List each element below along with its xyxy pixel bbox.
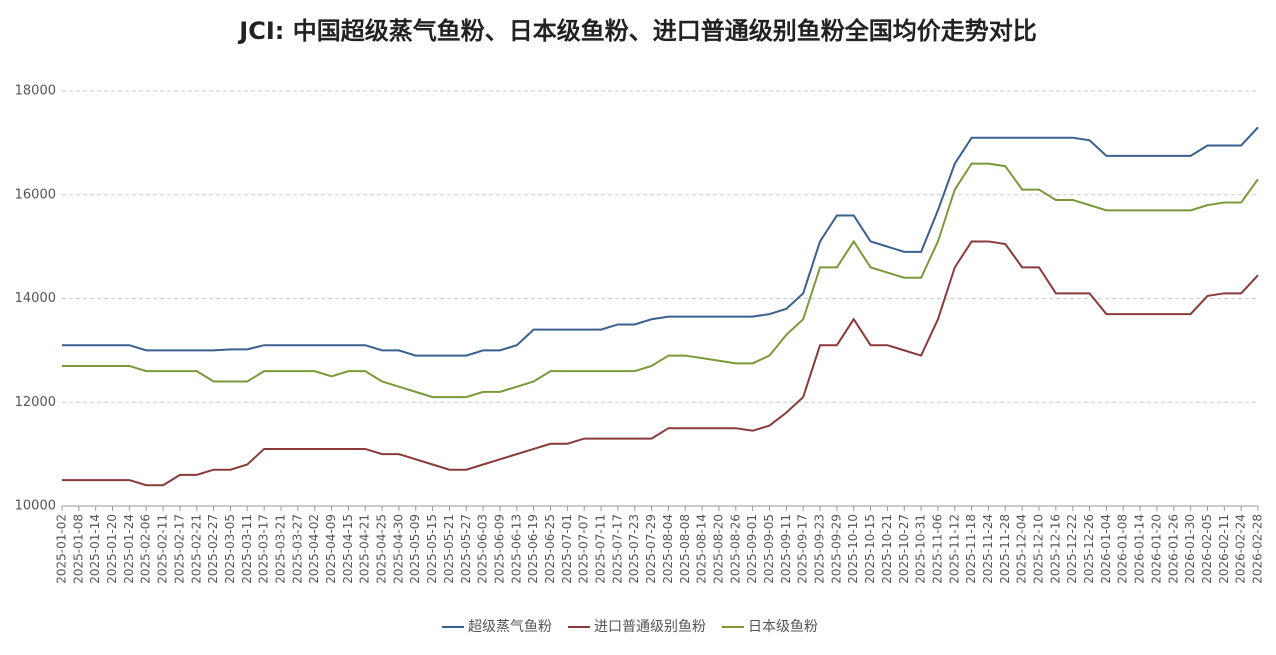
- chart-title: JCI: 中国超级蒸气鱼粉、日本级鱼粉、进口普通级别鱼粉全国均价走势对比: [237, 17, 1036, 45]
- legend-label: 进口普通级别鱼粉: [594, 618, 706, 635]
- x-tick-label: 2025-09-17: [796, 514, 810, 584]
- x-tick-label: 2025-09-05: [762, 514, 776, 584]
- x-tick-label: 2025-04-02: [307, 514, 321, 584]
- x-tick-label: 2025-08-26: [728, 514, 742, 584]
- x-tick-label: 2025-07-07: [577, 514, 591, 584]
- x-tick-label: 2025-02-06: [139, 514, 153, 584]
- y-tick-label: 14000: [15, 291, 56, 306]
- x-tick-label: 2025-05-09: [408, 514, 422, 584]
- x-tick-label: 2025-08-04: [661, 514, 675, 584]
- x-tick-label: 2025-01-08: [71, 514, 85, 584]
- x-tick-label: 2026-01-04: [1099, 514, 1113, 584]
- x-tick-label: 2026-02-24: [1234, 514, 1248, 584]
- x-tick-label: 2025-03-05: [223, 514, 237, 584]
- x-tick-label: 2025-03-11: [240, 514, 254, 584]
- series-line: [62, 126, 1259, 357]
- x-tick-label: 2025-07-11: [594, 514, 608, 584]
- x-tick-label: 2025-01-24: [122, 514, 136, 584]
- x-tick-label: 2025-06-13: [509, 514, 523, 584]
- x-tick-label: 2025-11-24: [981, 514, 995, 584]
- y-tick-label: 10000: [15, 499, 56, 514]
- x-tick-label: 2025-02-21: [189, 514, 203, 584]
- x-tick-label: 2025-05-15: [425, 514, 439, 584]
- x-tick-label: 2025-08-14: [695, 514, 709, 584]
- x-tick-label: 2025-11-18: [964, 514, 978, 584]
- x-tick-label: 2025-07-23: [627, 514, 641, 584]
- x-tick-label: 2025-11-06: [930, 514, 944, 584]
- y-tick-label: 16000: [15, 187, 56, 202]
- x-tick-label: 2026-01-30: [1183, 514, 1197, 584]
- x-tick-label: 2025-03-21: [273, 514, 287, 584]
- x-tick-label: 2025-12-16: [1048, 514, 1062, 584]
- x-tick-label: 2025-03-27: [290, 514, 304, 584]
- x-tick-label: 2025-09-11: [779, 514, 793, 584]
- x-tick-label: 2025-02-17: [172, 514, 186, 584]
- legend-label: 超级蒸气鱼粉: [468, 618, 552, 635]
- x-tick-label: 2025-12-10: [1032, 514, 1046, 584]
- x-tick-label: 2025-09-23: [813, 514, 827, 584]
- x-tick-label: 2025-08-20: [711, 514, 725, 584]
- y-tick-label: 18000: [15, 84, 56, 99]
- series-line: [62, 162, 1259, 399]
- x-tick-label: 2025-04-21: [358, 514, 372, 584]
- x-tick-label: 2025-10-15: [863, 514, 877, 584]
- x-tick-label: 2025-12-04: [1015, 514, 1029, 584]
- x-tick-label: 2025-10-31: [914, 514, 928, 584]
- x-tick-label: 2025-04-30: [391, 514, 405, 584]
- x-tick-label: 2025-01-20: [105, 514, 119, 584]
- x-tick-label: 2026-02-05: [1200, 514, 1214, 584]
- x-tick-label: 2026-01-14: [1133, 514, 1147, 584]
- x-tick-label: 2025-11-12: [947, 514, 961, 584]
- x-tick-label: 2025-09-01: [745, 514, 759, 584]
- x-tick-label: 2025-04-15: [341, 514, 355, 584]
- x-tick-label: 2025-08-08: [678, 514, 692, 584]
- x-tick-label: 2025-11-28: [998, 514, 1012, 584]
- x-tick-label: 2025-05-21: [442, 514, 456, 584]
- x-tick-label: 2025-07-29: [644, 514, 658, 584]
- x-tick-label: 2025-07-17: [610, 514, 624, 584]
- x-tick-label: 2025-09-29: [829, 514, 843, 584]
- x-tick-label: 2025-02-27: [206, 514, 220, 584]
- x-tick-label: 2026-02-28: [1251, 514, 1265, 584]
- legend-label: 日本级鱼粉: [748, 618, 818, 635]
- series-line: [62, 240, 1259, 487]
- x-tick-label: 2026-01-08: [1116, 514, 1130, 584]
- x-tick-label: 2026-01-26: [1166, 514, 1180, 584]
- x-tick-label: 2025-10-21: [880, 514, 894, 584]
- x-tick-label: 2025-10-27: [897, 514, 911, 584]
- x-tick-label: 2025-03-17: [257, 514, 271, 584]
- x-tick-label: 2026-02-11: [1217, 514, 1231, 584]
- x-tick-label: 2025-10-10: [846, 514, 860, 584]
- x-tick-label: 2025-02-11: [156, 514, 170, 584]
- x-tick-label: 2025-01-14: [88, 514, 102, 584]
- x-tick-label: 2025-01-02: [55, 514, 69, 584]
- x-tick-label: 2025-07-01: [560, 514, 574, 584]
- x-tick-label: 2025-12-26: [1082, 514, 1096, 584]
- x-tick-label: 2025-06-19: [526, 514, 540, 584]
- x-tick-label: 2025-04-25: [375, 514, 389, 584]
- x-tick-label: 2025-06-25: [543, 514, 557, 584]
- x-tick-label: 2025-12-22: [1065, 514, 1079, 584]
- x-tick-label: 2025-06-03: [476, 514, 490, 584]
- x-tick-label: 2026-01-20: [1149, 514, 1163, 584]
- x-tick-label: 2025-04-09: [324, 514, 338, 584]
- x-tick-label: 2025-05-27: [459, 514, 473, 584]
- x-tick-label: 2025-06-09: [492, 514, 506, 584]
- y-tick-label: 12000: [15, 395, 56, 410]
